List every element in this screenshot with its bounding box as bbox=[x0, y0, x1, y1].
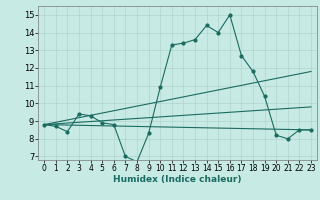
X-axis label: Humidex (Indice chaleur): Humidex (Indice chaleur) bbox=[113, 175, 242, 184]
